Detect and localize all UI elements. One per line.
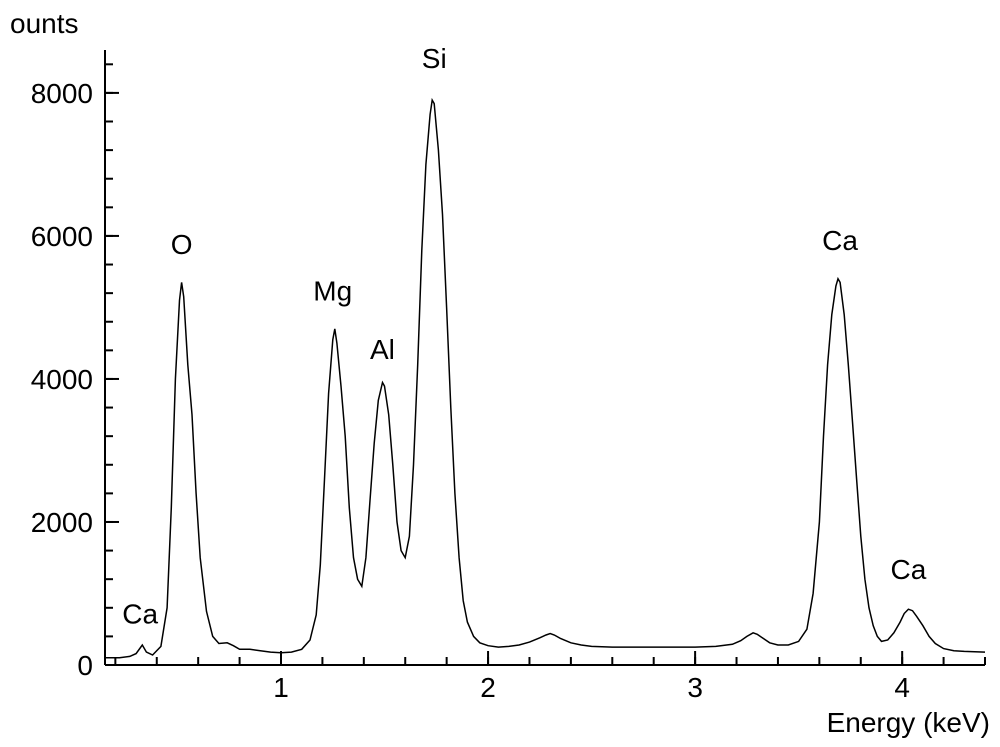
y-tick-label: 0	[77, 650, 93, 681]
peak-label: Mg	[313, 275, 352, 306]
peak-label: Si	[422, 43, 447, 74]
y-axis-label: ounts	[10, 8, 79, 40]
x-tick-label: 4	[894, 672, 910, 703]
peak-label: Al	[370, 334, 395, 365]
y-tick-label: 4000	[31, 364, 93, 395]
y-tick-label: 6000	[31, 221, 93, 252]
peak-label: Ca	[122, 599, 158, 630]
y-tick-label: 2000	[31, 507, 93, 538]
spectrum-line	[105, 100, 985, 658]
peak-label: Ca	[890, 554, 926, 585]
x-tick-label: 2	[480, 672, 496, 703]
x-tick-label: 3	[687, 672, 703, 703]
x-axis-label: Energy (keV)	[827, 707, 990, 739]
peak-label: Ca	[822, 225, 858, 256]
y-tick-label: 8000	[31, 78, 93, 109]
spectrum-chart: 0 2000 4000 6000 8000 1 2 3 4 Ca O Mg Al Si Ca Ca	[0, 0, 1000, 747]
chart-container: ounts 0 2000 4000 6000 8000 1 2 3 4 Ca O Mg Al Si Ca Ca…	[0, 0, 1000, 747]
x-tick-label: 1	[273, 672, 289, 703]
peak-label: O	[171, 229, 193, 260]
